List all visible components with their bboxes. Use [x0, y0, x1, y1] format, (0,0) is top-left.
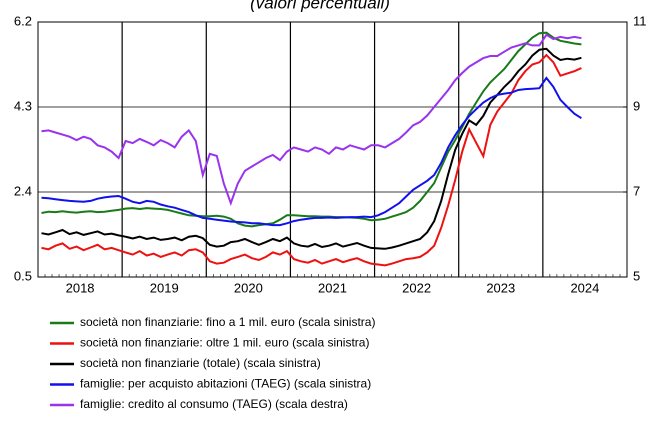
y2-tick-label: 5 — [633, 268, 640, 283]
legend-label: società non finanziarie: oltre 1 mil. eu… — [80, 336, 369, 350]
y2-tick-label: 7 — [633, 183, 640, 198]
x-tick-label: 2019 — [150, 280, 179, 295]
y2-tick-label: 9 — [633, 98, 640, 113]
plot-frame — [37, 21, 628, 278]
x-tick-label: 2020 — [234, 280, 263, 295]
series-line — [41, 53, 582, 267]
y-tick-label: 2.4 — [14, 183, 32, 198]
x-tick-label: 2021 — [318, 280, 347, 295]
series-line — [41, 33, 582, 207]
legend-label: società non finanziarie (totale) (scala … — [80, 356, 321, 370]
y-tick-label: 6.2 — [14, 13, 32, 28]
x-tick-label: 2022 — [402, 280, 431, 295]
x-tick-label: 2018 — [66, 280, 95, 295]
legend-label: famiglie: credito al consumo (TAEG) (sca… — [80, 397, 348, 411]
series-line — [41, 47, 582, 250]
y-tick-label: 4.3 — [14, 98, 32, 113]
x-tick-label: 2023 — [486, 280, 515, 295]
legend-label: famiglie: per acquisto abitazioni (TAEG)… — [80, 377, 371, 391]
chart-title: (valori percentuali) — [250, 0, 390, 12]
x-tick-label: 2024 — [570, 280, 599, 295]
series-line — [41, 76, 582, 227]
y-tick-label: 0.5 — [14, 268, 32, 283]
series-line — [41, 31, 582, 228]
legend-label: società non finanziarie: fino a 1 mil. e… — [80, 315, 375, 329]
y2-tick-label: 11 — [633, 13, 647, 28]
